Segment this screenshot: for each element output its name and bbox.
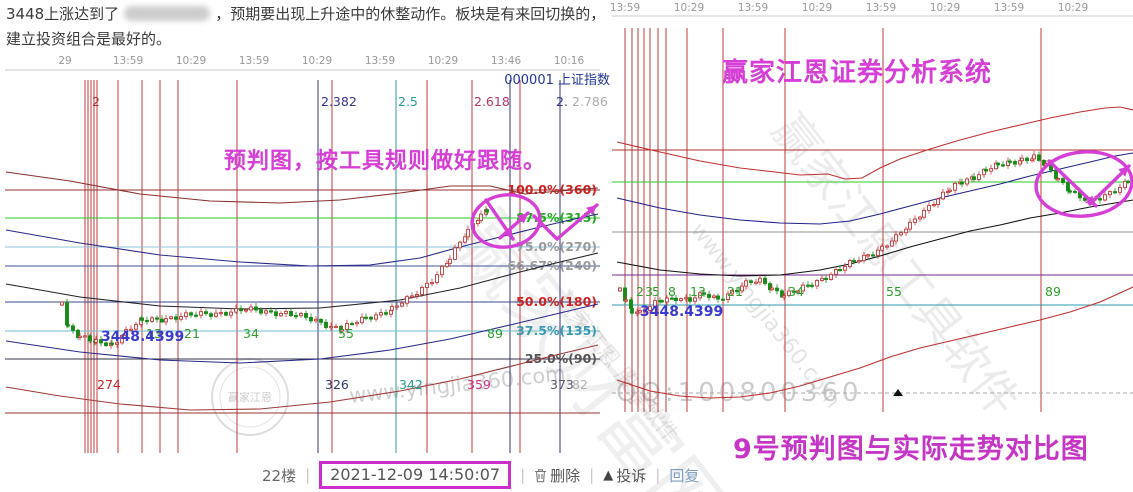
report-label: 投诉 (616, 466, 647, 485)
chart-label: 13:46 (491, 55, 522, 67)
chart-label: 赢家江恩 (228, 390, 272, 404)
comparison-caption: 9号预判图与实际走势对比图 (733, 434, 1089, 465)
watermark: www.yingjia360.com (348, 361, 567, 408)
chart-label: 2.5 (398, 94, 418, 109)
chart-label: 75.0%(270) (516, 239, 597, 254)
chart-label: 29 (58, 55, 71, 67)
chart-label: 2 (92, 94, 100, 109)
prediction-chart-lower-ma (5, 303, 599, 364)
chart-label: 10:29 (302, 55, 332, 67)
chart-label: 89 (487, 326, 503, 341)
actual-chart-upper-ma (616, 152, 1133, 225)
actual-chart-upper-envelope (616, 106, 1133, 180)
separator: | (655, 466, 661, 484)
chart-label: 10:29 (674, 2, 704, 14)
chart-label: 55 (886, 284, 902, 299)
prediction-chart-mid-channel (5, 252, 599, 310)
chart-label: 2.618 (474, 94, 510, 109)
chart-label: 10:29 (930, 2, 960, 14)
chart-label: 2.382 (321, 94, 357, 109)
chart-label: 34 (243, 326, 259, 341)
chart-label: 342 (399, 377, 423, 392)
chart-label: 25.0%(90) (525, 351, 597, 366)
report-button[interactable]: ▲ 投诉 (603, 465, 646, 486)
candlestick-series (60, 206, 489, 350)
chart-label: 10:29 (1058, 2, 1088, 14)
actual-chart-lower-envelope (616, 286, 1133, 399)
chart-label: 3448.4399 (640, 304, 723, 320)
prediction-ellipse (470, 193, 542, 249)
chart-label: 2 (636, 284, 644, 299)
trend-arrow (532, 214, 559, 241)
chart-label: 13:59 (738, 2, 768, 14)
chart-label: 373 (550, 377, 574, 392)
separator: | (305, 466, 311, 484)
delete-label: 删除 (550, 466, 581, 485)
separator: | (589, 466, 595, 484)
chart-label: 10:29 (176, 55, 206, 67)
chart-label: 66.67%(240) (507, 258, 597, 273)
symbol-label: 000001 上证指数 (504, 73, 610, 88)
chart-label: 21 (727, 284, 743, 299)
separator: | (520, 466, 526, 484)
system-title: 赢家江恩证券分析系统 (722, 58, 993, 88)
chart-label: 13:59 (866, 2, 896, 14)
chart-label: 82 (572, 377, 588, 392)
chart-label: 326 (325, 377, 349, 392)
chart-label: 5 (652, 284, 660, 299)
trash-icon (535, 468, 547, 482)
chart-label: 50.0%(180) (516, 294, 597, 309)
prediction-chart-upper-envelope (5, 171, 599, 204)
chart-label: 274 (97, 377, 121, 392)
reply-button[interactable]: 回复 (669, 466, 700, 485)
actual-chart-lower-channel (616, 199, 1133, 277)
chart-label: 13 (146, 326, 162, 341)
chart-label: 13:59 (610, 2, 640, 14)
post-text-end: ，预期要出现上升途中的休整动作。板块是有来回切换的，建立投资组合是最好的。 (6, 5, 606, 48)
chart-label: 8 (668, 284, 676, 299)
chart-label: 13 (690, 284, 706, 299)
chart-label: 3448.4399 (101, 329, 184, 345)
prediction-ellipse (1034, 150, 1133, 218)
chart-label: 13:59 (365, 55, 395, 67)
chart-label: 13:59 (239, 55, 269, 67)
post-timestamp: 2021-12-09 14:50:07 (319, 461, 512, 489)
triangle-marker (893, 389, 903, 396)
chart-label: 3 (645, 284, 653, 299)
chart-label: 2. (556, 94, 568, 109)
chart-label: 2.786 (572, 94, 608, 109)
delete-button[interactable]: 删除 (534, 465, 580, 486)
warning-icon: ▲ (603, 467, 614, 483)
trend-arrow (1047, 159, 1098, 208)
chart-label: 10:29 (802, 2, 832, 14)
chart-label: 10:29 (428, 55, 458, 67)
floor-number: 22楼 (262, 466, 297, 485)
chart-label: 37.5%(135) (516, 323, 597, 338)
arrow-head-icon (1118, 166, 1129, 177)
prediction-chart-lower-envelope (5, 344, 599, 411)
chart-label: 21 (184, 326, 200, 341)
post-footer: 22楼 | 2021-12-09 14:50:07 | 删除 | ▲ 投诉 | … (262, 461, 699, 489)
post-text: 3448上涨达到了 ，预期要出现上升途中的休整动作。板块是有来回切换的，建立投资组… (6, 2, 606, 52)
chart-label: 10:16 (554, 55, 585, 67)
post-text-start: 3448上涨达到了 (6, 5, 120, 23)
chart-label: 55 (338, 326, 354, 341)
chart-label: 13:59 (994, 2, 1024, 14)
redacted-blur (124, 6, 211, 21)
arrow-head-icon (1085, 195, 1096, 206)
chart-label: 89 (1045, 284, 1061, 299)
chart-label: 13:59 (113, 55, 143, 67)
arrow-head-icon (586, 205, 597, 216)
arrow-head-icon (517, 213, 528, 224)
chart-label: 34 (788, 284, 804, 299)
prediction-annotation: 预判图，按工具规则做好跟随。 (224, 149, 547, 174)
chart-label: 359 (467, 377, 491, 392)
